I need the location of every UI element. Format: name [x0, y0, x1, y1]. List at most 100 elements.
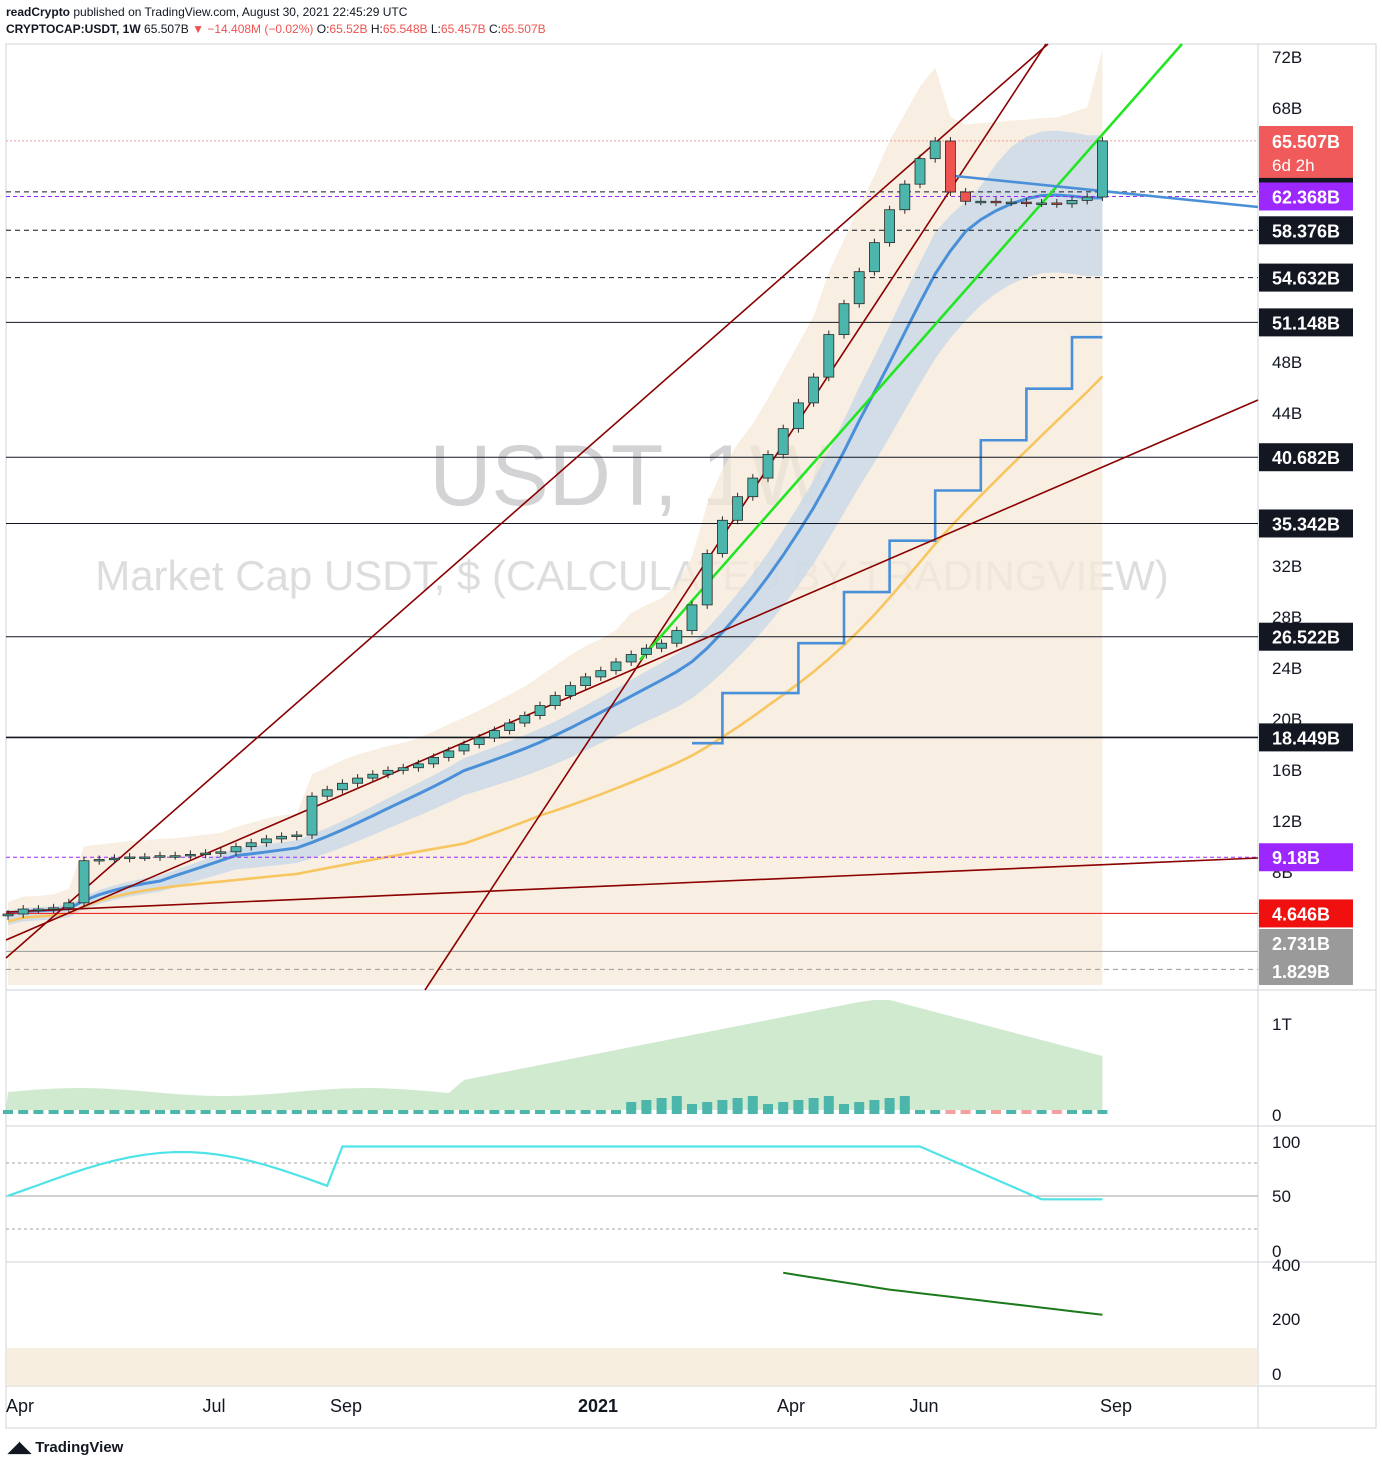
candle[interactable] — [504, 722, 516, 731]
candle[interactable] — [291, 834, 303, 837]
candle[interactable] — [63, 902, 75, 909]
trendline-mid-red[interactable] — [5, 399, 1259, 941]
tradingview-logo[interactable]: ◢◣ TradingView — [8, 1438, 123, 1456]
price-label-text: 9.18B — [1272, 848, 1320, 868]
volume-bar — [215, 1110, 226, 1114]
candle[interactable] — [48, 907, 59, 910]
candle[interactable] — [914, 158, 926, 185]
candle[interactable] — [853, 271, 865, 305]
volume-bar — [367, 1110, 378, 1114]
candle[interactable] — [823, 334, 835, 378]
candle[interactable] — [1097, 140, 1108, 198]
candle[interactable] — [565, 685, 576, 697]
low-value: 65.457B — [440, 22, 486, 36]
candle[interactable] — [1005, 201, 1017, 205]
candle[interactable] — [1036, 202, 1047, 205]
candle[interactable] — [945, 140, 956, 193]
open-value: 65.52B — [329, 22, 368, 36]
candle[interactable] — [443, 750, 455, 758]
candle[interactable] — [2, 913, 14, 917]
volume-bar — [869, 1100, 880, 1114]
trendline-flat-red[interactable] — [5, 857, 1259, 913]
candle[interactable] — [458, 744, 470, 752]
candle[interactable] — [260, 838, 272, 844]
candle[interactable] — [17, 908, 29, 915]
candle[interactable] — [78, 860, 90, 904]
candle[interactable] — [625, 654, 637, 663]
candle[interactable] — [336, 782, 348, 791]
candle[interactable] — [595, 670, 607, 678]
candle[interactable] — [519, 715, 531, 724]
candle[interactable] — [245, 842, 257, 848]
candle[interactable] — [869, 242, 880, 273]
candle[interactable] — [929, 140, 941, 160]
candle[interactable] — [793, 402, 804, 430]
candle[interactable] — [215, 851, 227, 854]
volume-bar — [717, 1100, 728, 1114]
candle[interactable] — [747, 477, 759, 498]
candle[interactable] — [1021, 201, 1032, 205]
candle[interactable] — [93, 859, 105, 862]
symbol[interactable]: CRYPTOCAP:USDT, 1W — [6, 22, 141, 36]
price-label-text: 51.148B — [1272, 313, 1340, 333]
candle[interactable] — [975, 200, 987, 204]
candle[interactable] — [33, 908, 44, 911]
candle[interactable] — [641, 647, 652, 655]
volume-bar — [428, 1110, 439, 1114]
candle[interactable] — [321, 789, 333, 797]
candle[interactable] — [686, 604, 698, 631]
candle[interactable] — [276, 835, 288, 840]
candle[interactable] — [397, 767, 409, 771]
oscillator-line — [7, 1145, 1103, 1201]
publisher[interactable]: readCrypto — [6, 5, 71, 19]
candle[interactable] — [306, 795, 318, 836]
candle[interactable] — [367, 773, 379, 779]
candle[interactable] — [352, 777, 364, 784]
candle[interactable] — [549, 695, 561, 706]
candle[interactable] — [154, 855, 166, 858]
volume-tick-label: 0 — [1272, 1106, 1281, 1125]
candle[interactable] — [428, 757, 440, 765]
x-tick-label: Apr — [777, 1396, 805, 1416]
candle[interactable] — [701, 553, 713, 606]
candle[interactable] — [382, 769, 394, 775]
candle[interactable] — [717, 519, 728, 554]
candle[interactable] — [488, 730, 500, 739]
candle[interactable] — [230, 846, 242, 853]
y-tick-label: 24B — [1272, 659, 1302, 678]
volume-bar — [185, 1110, 196, 1114]
volume-bar — [960, 1110, 971, 1114]
volume-bar — [656, 1098, 667, 1114]
candle[interactable] — [884, 209, 895, 244]
candle[interactable] — [473, 737, 485, 745]
trendline-green[interactable] — [639, 43, 1183, 661]
candle[interactable] — [580, 676, 591, 687]
candle[interactable] — [671, 630, 683, 644]
candle[interactable] — [990, 200, 1002, 204]
candle[interactable] — [899, 183, 911, 211]
candle[interactable] — [109, 857, 120, 861]
candle[interactable] — [184, 854, 196, 857]
volume-bar — [1051, 1110, 1062, 1114]
candle[interactable] — [656, 642, 667, 649]
candle[interactable] — [169, 855, 181, 858]
candle[interactable] — [1066, 200, 1078, 205]
candle[interactable] — [732, 496, 743, 521]
candle[interactable] — [1051, 202, 1063, 205]
candle[interactable] — [777, 428, 789, 455]
candle[interactable] — [762, 454, 774, 479]
candle[interactable] — [808, 376, 819, 404]
candle[interactable] — [610, 661, 622, 672]
candle[interactable] — [139, 856, 151, 859]
ma-line-yellow — [7, 375, 1104, 923]
candle[interactable] — [1081, 196, 1093, 201]
price-label-box — [1259, 509, 1353, 538]
candle[interactable] — [412, 763, 424, 769]
candle[interactable] — [534, 705, 546, 716]
trendline-steep-red[interactable] — [5, 43, 1049, 959]
candle[interactable] — [960, 191, 971, 202]
candle[interactable] — [838, 303, 850, 335]
candle[interactable] — [200, 852, 212, 856]
candle[interactable] — [124, 856, 135, 859]
